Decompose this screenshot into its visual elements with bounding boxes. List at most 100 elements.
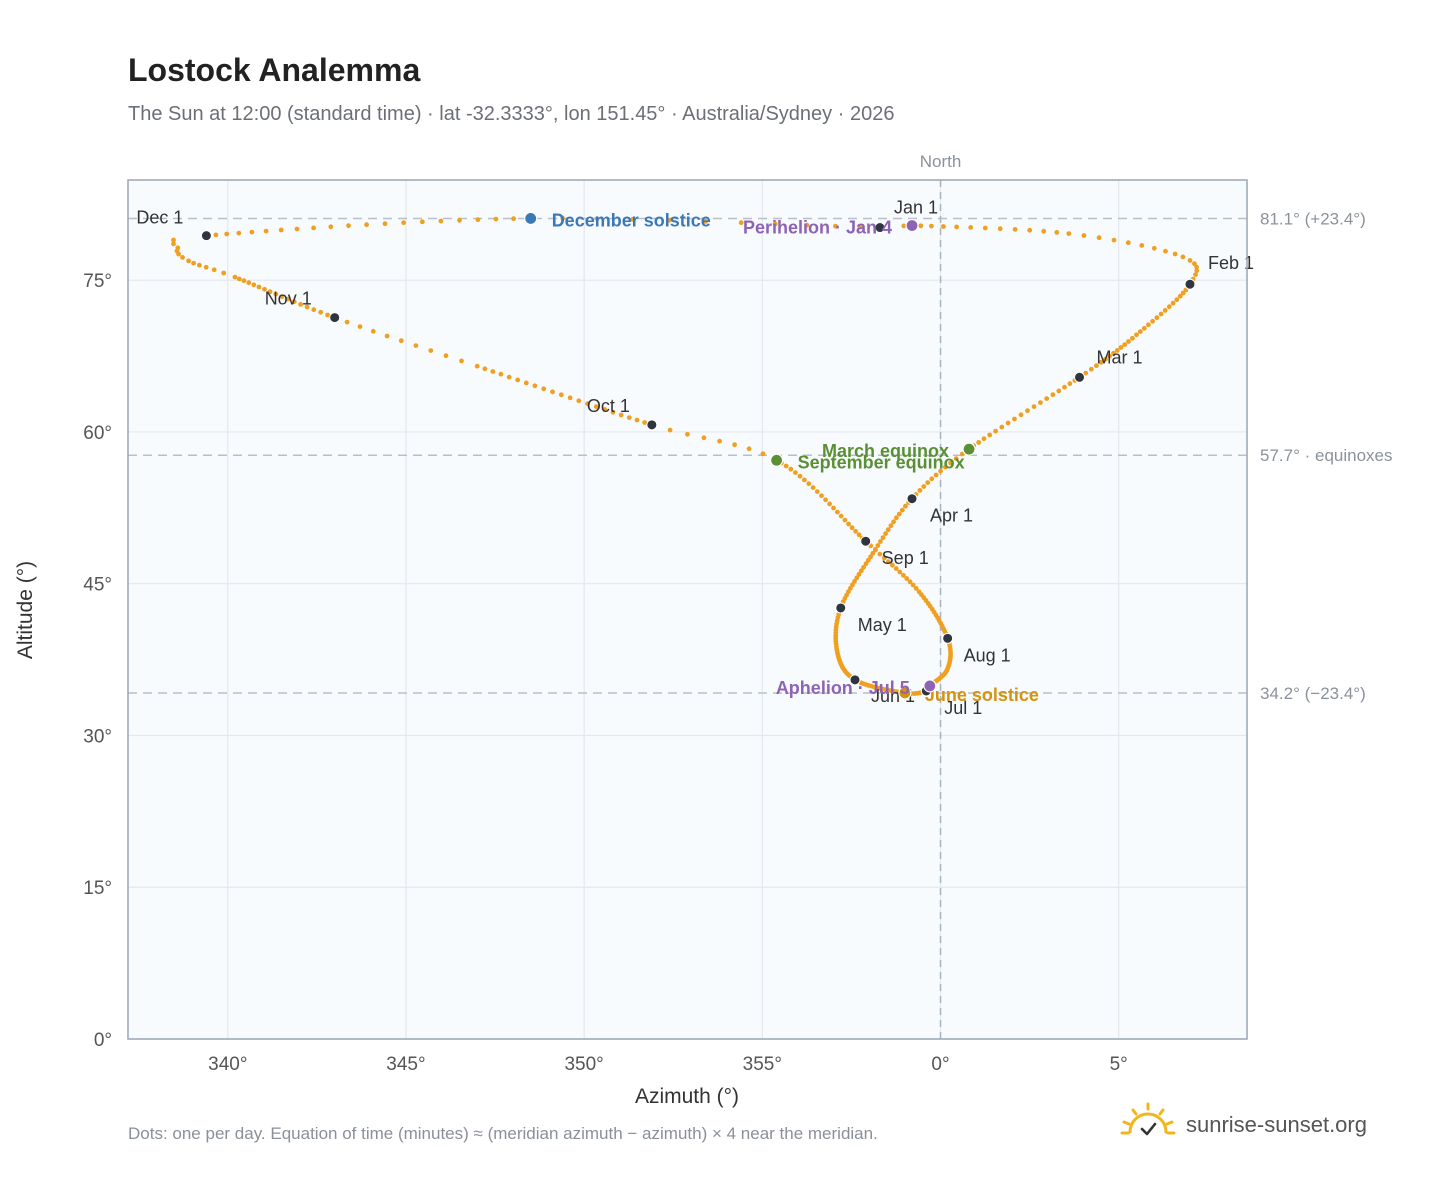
daily-dot bbox=[891, 519, 896, 525]
daily-dot bbox=[897, 569, 903, 575]
daily-dot bbox=[1151, 245, 1157, 251]
daily-dot bbox=[311, 307, 317, 313]
daily-dot bbox=[793, 470, 798, 475]
daily-dot bbox=[806, 481, 812, 487]
daily-dot bbox=[1005, 420, 1011, 426]
daily-dot bbox=[197, 262, 202, 268]
daily-dot bbox=[804, 222, 810, 228]
daily-dot bbox=[893, 566, 899, 571]
daily-dot bbox=[1054, 230, 1060, 235]
daily-dot bbox=[831, 505, 836, 511]
reference-label: 57.7° · equinoxes bbox=[1260, 446, 1393, 465]
daily-dot bbox=[993, 428, 998, 434]
daily-dot bbox=[1118, 345, 1124, 350]
daily-dot bbox=[267, 289, 273, 295]
x-tick-label: 0° bbox=[931, 1054, 949, 1075]
daily-dot bbox=[175, 245, 181, 251]
daily-dot bbox=[835, 509, 840, 515]
daily-dot bbox=[493, 216, 499, 222]
month-marker bbox=[874, 222, 886, 234]
daily-dot bbox=[846, 521, 851, 527]
daily-dot bbox=[1141, 325, 1147, 331]
daily-dot bbox=[515, 377, 521, 383]
month-label: Feb 1 bbox=[1208, 253, 1254, 273]
daily-dot bbox=[881, 555, 887, 561]
daily-dot bbox=[982, 225, 988, 231]
daily-dot bbox=[384, 333, 390, 339]
daily-dot bbox=[797, 473, 803, 479]
daily-dot bbox=[1170, 300, 1176, 306]
daily-dot bbox=[618, 412, 624, 418]
event-marker bbox=[524, 211, 538, 226]
month-label: Oct 1 bbox=[587, 396, 630, 416]
daily-dot bbox=[273, 291, 279, 297]
daily-dot bbox=[1126, 339, 1131, 344]
daily-dot bbox=[1031, 404, 1037, 409]
daily-dot bbox=[1166, 304, 1172, 310]
plot-frame bbox=[127, 179, 1248, 1040]
daily-dot bbox=[224, 231, 230, 237]
daily-dot bbox=[863, 561, 869, 567]
daily-dot bbox=[325, 312, 330, 318]
daily-dot bbox=[1154, 315, 1160, 321]
daily-dot bbox=[1122, 342, 1128, 347]
daily-dot bbox=[221, 270, 227, 276]
x-tick-label: 340° bbox=[208, 1054, 247, 1075]
daily-dot bbox=[370, 328, 376, 334]
daily-dot bbox=[868, 554, 873, 560]
daily-dot bbox=[853, 528, 858, 534]
daily-dot bbox=[907, 579, 913, 585]
daily-dot bbox=[819, 493, 824, 499]
brand-name: sunrise-sunset.org bbox=[1186, 1112, 1367, 1137]
y-tick-labels: 0° 15° 30° 45° 60° 75° bbox=[83, 271, 112, 1051]
daily-dot bbox=[810, 485, 816, 490]
daily-dot bbox=[291, 299, 297, 305]
brand[interactable]: sunrise-sunset.org bbox=[1120, 1100, 1367, 1150]
daily-dot bbox=[1012, 416, 1017, 422]
daily-dot bbox=[1158, 311, 1164, 317]
daily-dot bbox=[241, 278, 247, 284]
daily-dot bbox=[901, 572, 906, 578]
reference-label: 81.1° (+23.4°) bbox=[1260, 209, 1366, 228]
daily-dot bbox=[746, 446, 752, 452]
daily-dot bbox=[457, 217, 462, 223]
x-tick-label: 345° bbox=[386, 1054, 425, 1075]
daily-dot bbox=[1163, 248, 1168, 254]
daily-dot bbox=[602, 407, 608, 412]
daily-dot bbox=[1162, 308, 1168, 313]
event-label: December solstice bbox=[552, 210, 711, 230]
daily-dot bbox=[585, 401, 590, 407]
event-marker bbox=[905, 218, 919, 233]
daily-dot bbox=[1150, 318, 1155, 324]
daily-dot bbox=[913, 586, 919, 591]
daily-dot bbox=[474, 363, 480, 369]
daily-dot bbox=[1081, 233, 1087, 238]
daily-dot bbox=[1066, 231, 1072, 237]
daily-dot bbox=[1187, 258, 1193, 263]
daily-dot bbox=[357, 324, 363, 329]
daily-dot bbox=[1056, 388, 1062, 394]
daily-dot bbox=[976, 440, 982, 445]
daily-dot bbox=[732, 442, 737, 448]
daily-dot bbox=[1137, 329, 1143, 334]
month-marker bbox=[942, 632, 954, 644]
y-tick-label: 60° bbox=[83, 423, 112, 444]
month-label: Nov 1 bbox=[265, 289, 312, 309]
y-axis-title: Altitude (°) bbox=[14, 561, 37, 659]
daily-dot bbox=[593, 404, 599, 409]
daily-dot bbox=[788, 466, 794, 472]
daily-dot bbox=[885, 527, 891, 533]
daily-dot bbox=[459, 358, 464, 364]
daily-dot bbox=[890, 562, 895, 568]
daily-dot bbox=[703, 219, 708, 224]
daily-dot bbox=[413, 343, 419, 348]
daily-dot bbox=[842, 517, 848, 523]
daily-dot bbox=[685, 431, 690, 437]
daily-dot bbox=[916, 589, 922, 595]
event-marker bbox=[962, 442, 976, 456]
daily-dot bbox=[558, 392, 564, 398]
month-marker bbox=[849, 674, 861, 686]
daily-dot bbox=[401, 220, 406, 226]
daily-dot bbox=[279, 294, 285, 299]
